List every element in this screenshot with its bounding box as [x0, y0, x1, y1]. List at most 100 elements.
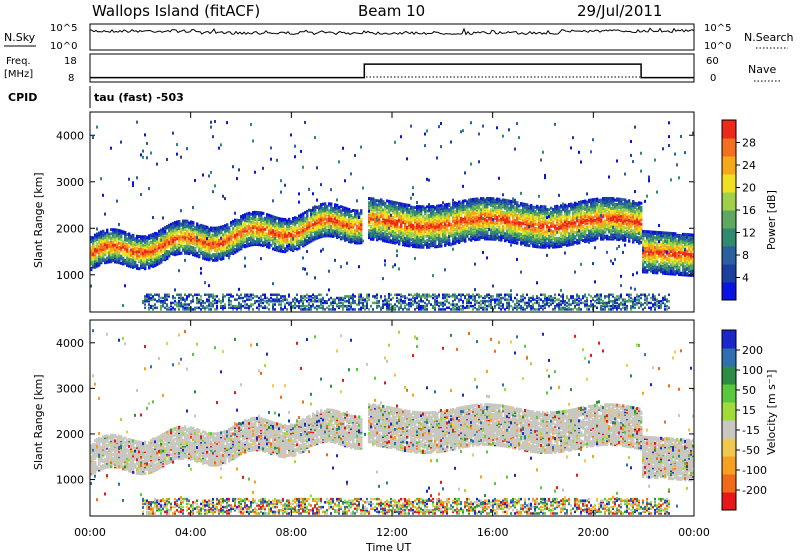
- radar-ground-scatter: [186, 298, 188, 301]
- radar-scatter: [244, 264, 246, 268]
- radar-cell: [144, 235, 147, 239]
- radar-cell: [206, 253, 209, 257]
- radar-cell: [212, 226, 215, 230]
- radar-cell: [438, 233, 441, 237]
- radar-cell: [216, 237, 219, 241]
- radar-ground-scatter: [468, 293, 470, 297]
- radar-cell: [404, 219, 407, 223]
- radar-cell: [192, 221, 195, 225]
- radar-cell: [108, 247, 111, 251]
- radar-ground-scatter: [444, 293, 446, 297]
- radar-cell: [382, 225, 385, 229]
- radar-cell: [290, 225, 293, 229]
- radar-scatter: [396, 249, 398, 253]
- radar-cell: [314, 208, 317, 212]
- radar-cell: [116, 252, 119, 256]
- nave-label: Nave: [748, 63, 776, 76]
- radar-cell: [172, 248, 175, 252]
- radar-ground-scatter: [214, 308, 216, 311]
- radar-cell: [130, 265, 133, 269]
- radar-cell: [222, 233, 225, 237]
- radar-cell: [454, 236, 457, 240]
- radar-cell: [282, 244, 285, 248]
- radar-ground-scatter: [494, 306, 496, 310]
- radar-cell: [220, 229, 223, 233]
- radar-ground-scatter: [426, 293, 428, 297]
- radar-cell: [388, 236, 391, 240]
- radar-cell: [370, 220, 373, 224]
- radar-cell: [140, 240, 143, 244]
- radar-ground-scatter: [490, 303, 492, 306]
- radar-cell: [426, 205, 429, 209]
- radar-cell: [112, 240, 115, 244]
- radar-ground-scatter: [178, 296, 180, 300]
- radar-cell: [270, 218, 273, 222]
- radar-ground-scatter: [404, 296, 406, 300]
- radar-cell: [162, 256, 165, 260]
- radar-cell: [282, 249, 285, 253]
- radar-ground-scatter: [450, 308, 452, 311]
- radar-cell: [180, 228, 183, 232]
- radar-ground-scatter: [438, 293, 440, 297]
- radar-cell: [426, 213, 429, 217]
- radar-cell: [398, 229, 401, 233]
- radar-ground-scatter: [172, 301, 174, 305]
- radar-cell: [440, 215, 443, 219]
- radar-ground-scatter: [350, 303, 352, 306]
- radar-cell: [486, 196, 489, 200]
- radar-cell: [266, 245, 269, 249]
- radar-scatter: [238, 168, 240, 172]
- radar-cell: [152, 255, 155, 259]
- radar-ground-scatter: [418, 295, 420, 298]
- radar-cell: [488, 224, 491, 228]
- radar-cell: [164, 240, 167, 244]
- radar-ground-scatter: [454, 304, 456, 308]
- radar-ground-scatter: [428, 300, 430, 303]
- radar-ground-scatter: [236, 298, 238, 301]
- radar-scatter: [146, 156, 148, 160]
- radar-ground-scatter: [166, 303, 168, 306]
- radar-ground-scatter: [262, 306, 264, 310]
- radar-ground-scatter: [260, 300, 262, 303]
- radar-ground-scatter: [224, 303, 226, 306]
- radar-cell: [498, 197, 501, 201]
- radar-cell: [410, 218, 413, 222]
- radar-ground-scatter: [392, 308, 394, 311]
- radar-cell: [254, 233, 257, 237]
- radar-ground-scatter: [388, 295, 390, 298]
- radar-scatter: [200, 267, 202, 271]
- radar-scatter: [376, 236, 378, 240]
- radar-cell: [448, 238, 451, 242]
- radar-cell: [350, 216, 353, 220]
- radar-ground-scatter: [422, 295, 424, 298]
- radar-ground-scatter: [166, 298, 168, 301]
- radar-scatter: [358, 215, 360, 219]
- radar-cell: [288, 234, 291, 238]
- radar-cell: [448, 219, 451, 223]
- radar-cell: [388, 204, 391, 208]
- radar-cell: [188, 224, 191, 228]
- radar-ground-scatter: [478, 304, 480, 308]
- radar-ground-scatter: [346, 306, 348, 310]
- radar-cell: [238, 219, 241, 223]
- radar-ground-scatter: [342, 298, 344, 301]
- radar-cell: [476, 204, 479, 208]
- radar-ground-scatter: [228, 293, 230, 297]
- radar-cell: [452, 233, 455, 237]
- radar-ground-scatter: [278, 293, 280, 297]
- radar-ground-scatter: [394, 303, 396, 306]
- radar-cell: [354, 209, 357, 213]
- radar-cell: [330, 210, 333, 214]
- radar-ground-scatter: [262, 293, 264, 297]
- radar-ground-scatter: [366, 300, 368, 303]
- radar-cell: [446, 214, 449, 218]
- radar-ground-scatter: [426, 304, 428, 308]
- radar-cell: [342, 229, 345, 233]
- radar-ground-scatter: [442, 295, 444, 298]
- radar-cell: [352, 208, 355, 212]
- radar-cell: [476, 225, 479, 229]
- radar-ground-scatter: [496, 298, 498, 301]
- radar-scatter: [426, 129, 428, 133]
- radar-cell: [350, 230, 353, 234]
- radar-cell: [298, 239, 301, 243]
